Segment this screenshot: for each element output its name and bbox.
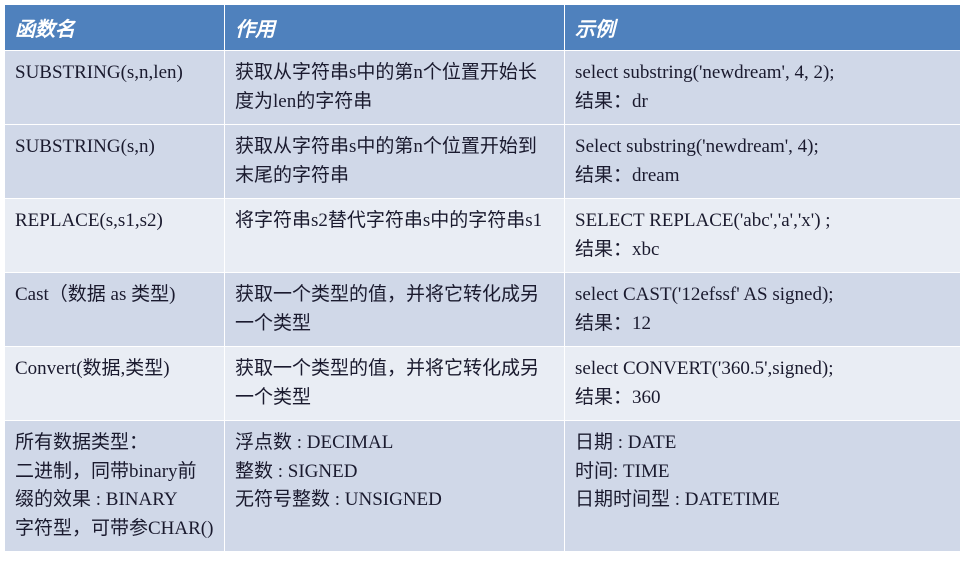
cell-example: 日期 : DATE时间: TIME日期时间型 : DATETIME (565, 421, 961, 552)
table-header-row: 函数名 作用 示例 (5, 5, 961, 51)
cell-desc: 将字符串s2替代字符串s中的字符串s1 (225, 199, 565, 273)
cell-example: select substring('newdream', 4, 2);结果：dr (565, 51, 961, 125)
header-example: 示例 (565, 5, 961, 51)
cell-desc: 获取一个类型的值，并将它转化成另一个类型 (225, 273, 565, 347)
table-row: REPLACE(s,s1,s2) 将字符串s2替代字符串s中的字符串s1 SEL… (5, 199, 961, 273)
cell-desc: 获取从字符串s中的第n个位置开始到末尾的字符串 (225, 125, 565, 199)
cell-example: select CAST('12efssf' AS signed);结果：12 (565, 273, 961, 347)
sql-functions-table: 函数名 作用 示例 SUBSTRING(s,n,len) 获取从字符串s中的第n… (4, 4, 961, 552)
cell-fn: REPLACE(s,s1,s2) (5, 199, 225, 273)
table-row: 所有数据类型：二进制，同带binary前缀的效果 : BINARY 字符型，可带… (5, 421, 961, 552)
header-desc: 作用 (225, 5, 565, 51)
cell-example: select CONVERT('360.5',signed);结果：360 (565, 347, 961, 421)
table-row: SUBSTRING(s,n) 获取从字符串s中的第n个位置开始到末尾的字符串 S… (5, 125, 961, 199)
cell-fn: Convert(数据,类型) (5, 347, 225, 421)
cell-desc: 获取从字符串s中的第n个位置开始长度为len的字符串 (225, 51, 565, 125)
cell-example: Select substring('newdream', 4);结果：dream (565, 125, 961, 199)
table-row: Cast（数据 as 类型) 获取一个类型的值，并将它转化成另一个类型 sele… (5, 273, 961, 347)
cell-desc: 获取一个类型的值，并将它转化成另一个类型 (225, 347, 565, 421)
cell-fn: SUBSTRING(s,n) (5, 125, 225, 199)
table-row: SUBSTRING(s,n,len) 获取从字符串s中的第n个位置开始长度为le… (5, 51, 961, 125)
cell-fn: 所有数据类型：二进制，同带binary前缀的效果 : BINARY 字符型，可带… (5, 421, 225, 552)
table-row: Convert(数据,类型) 获取一个类型的值，并将它转化成另一个类型 sele… (5, 347, 961, 421)
cell-fn: Cast（数据 as 类型) (5, 273, 225, 347)
cell-desc: 浮点数 : DECIMAL整数 : SIGNED无符号整数 : UNSIGNED (225, 421, 565, 552)
cell-example: SELECT REPLACE('abc','a','x') ;结果：xbc (565, 199, 961, 273)
header-fn: 函数名 (5, 5, 225, 51)
cell-fn: SUBSTRING(s,n,len) (5, 51, 225, 125)
